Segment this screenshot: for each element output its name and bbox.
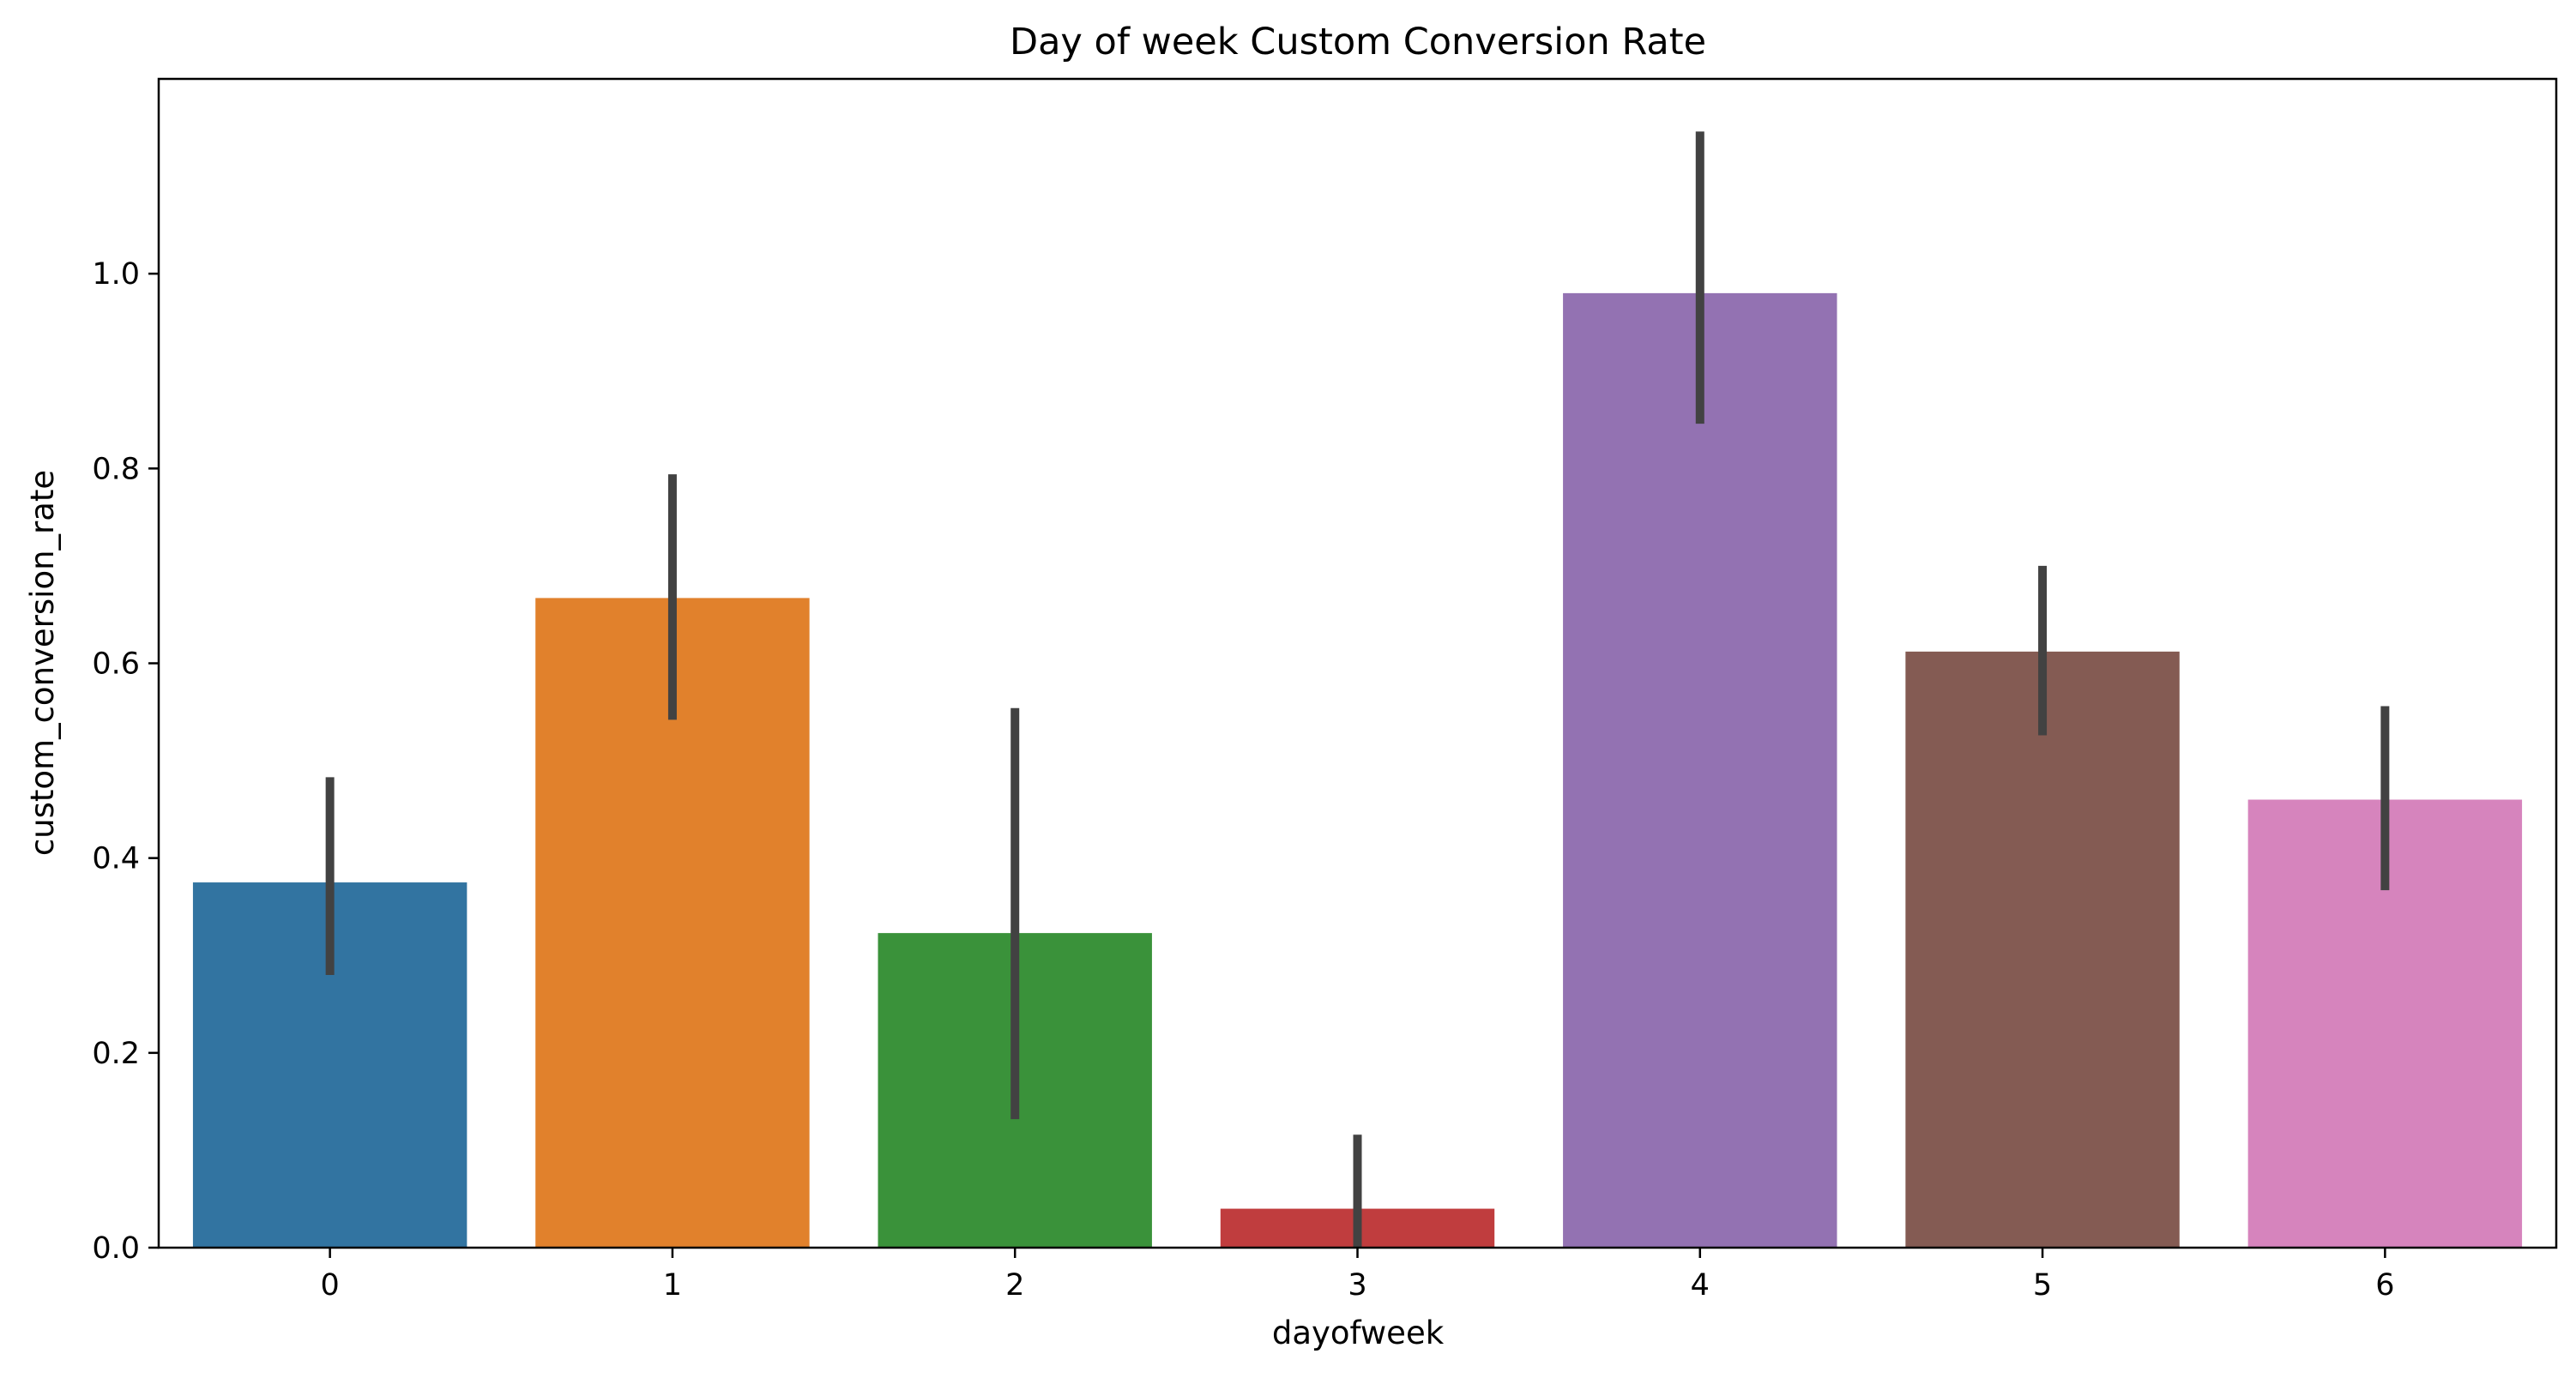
y-tick-label-0.4: 0.4 bbox=[92, 842, 140, 876]
y-tick-label-0.0: 0.0 bbox=[92, 1231, 140, 1266]
x-tick-label-5: 5 bbox=[2033, 1268, 2052, 1303]
bar-day-5 bbox=[1905, 651, 2180, 1248]
x-tick-label-2: 2 bbox=[1005, 1268, 1024, 1303]
chart-title: Day of week Custom Conversion Rate bbox=[1010, 21, 1706, 63]
x-tick-label-6: 6 bbox=[2375, 1268, 2394, 1303]
x-tick-label-0: 0 bbox=[321, 1268, 340, 1303]
bars-group bbox=[192, 292, 2523, 1249]
y-axis-label: custom_conversion_rate bbox=[24, 470, 61, 856]
error-bars-group bbox=[325, 131, 2390, 1248]
y-tick-label-0.2: 0.2 bbox=[92, 1037, 140, 1071]
y-tick-label-0.8: 0.8 bbox=[92, 452, 140, 486]
x-axis-label: dayofweek bbox=[1272, 1315, 1445, 1351]
y-axis-ticks: 0.0 0.2 0.4 0.6 0.8 1.0 bbox=[92, 257, 159, 1266]
plot-frame bbox=[157, 77, 2558, 1249]
y-tick-label-0.6: 0.6 bbox=[92, 647, 140, 682]
x-axis-ticks: 0 1 2 3 4 5 6 bbox=[321, 1248, 2394, 1303]
x-tick-label-3: 3 bbox=[1348, 1268, 1366, 1303]
bar-day-4 bbox=[1563, 292, 1837, 1249]
x-tick-label-4: 4 bbox=[1691, 1268, 1710, 1303]
x-tick-label-1: 1 bbox=[663, 1268, 682, 1303]
y-tick-label-1.0: 1.0 bbox=[92, 257, 140, 292]
